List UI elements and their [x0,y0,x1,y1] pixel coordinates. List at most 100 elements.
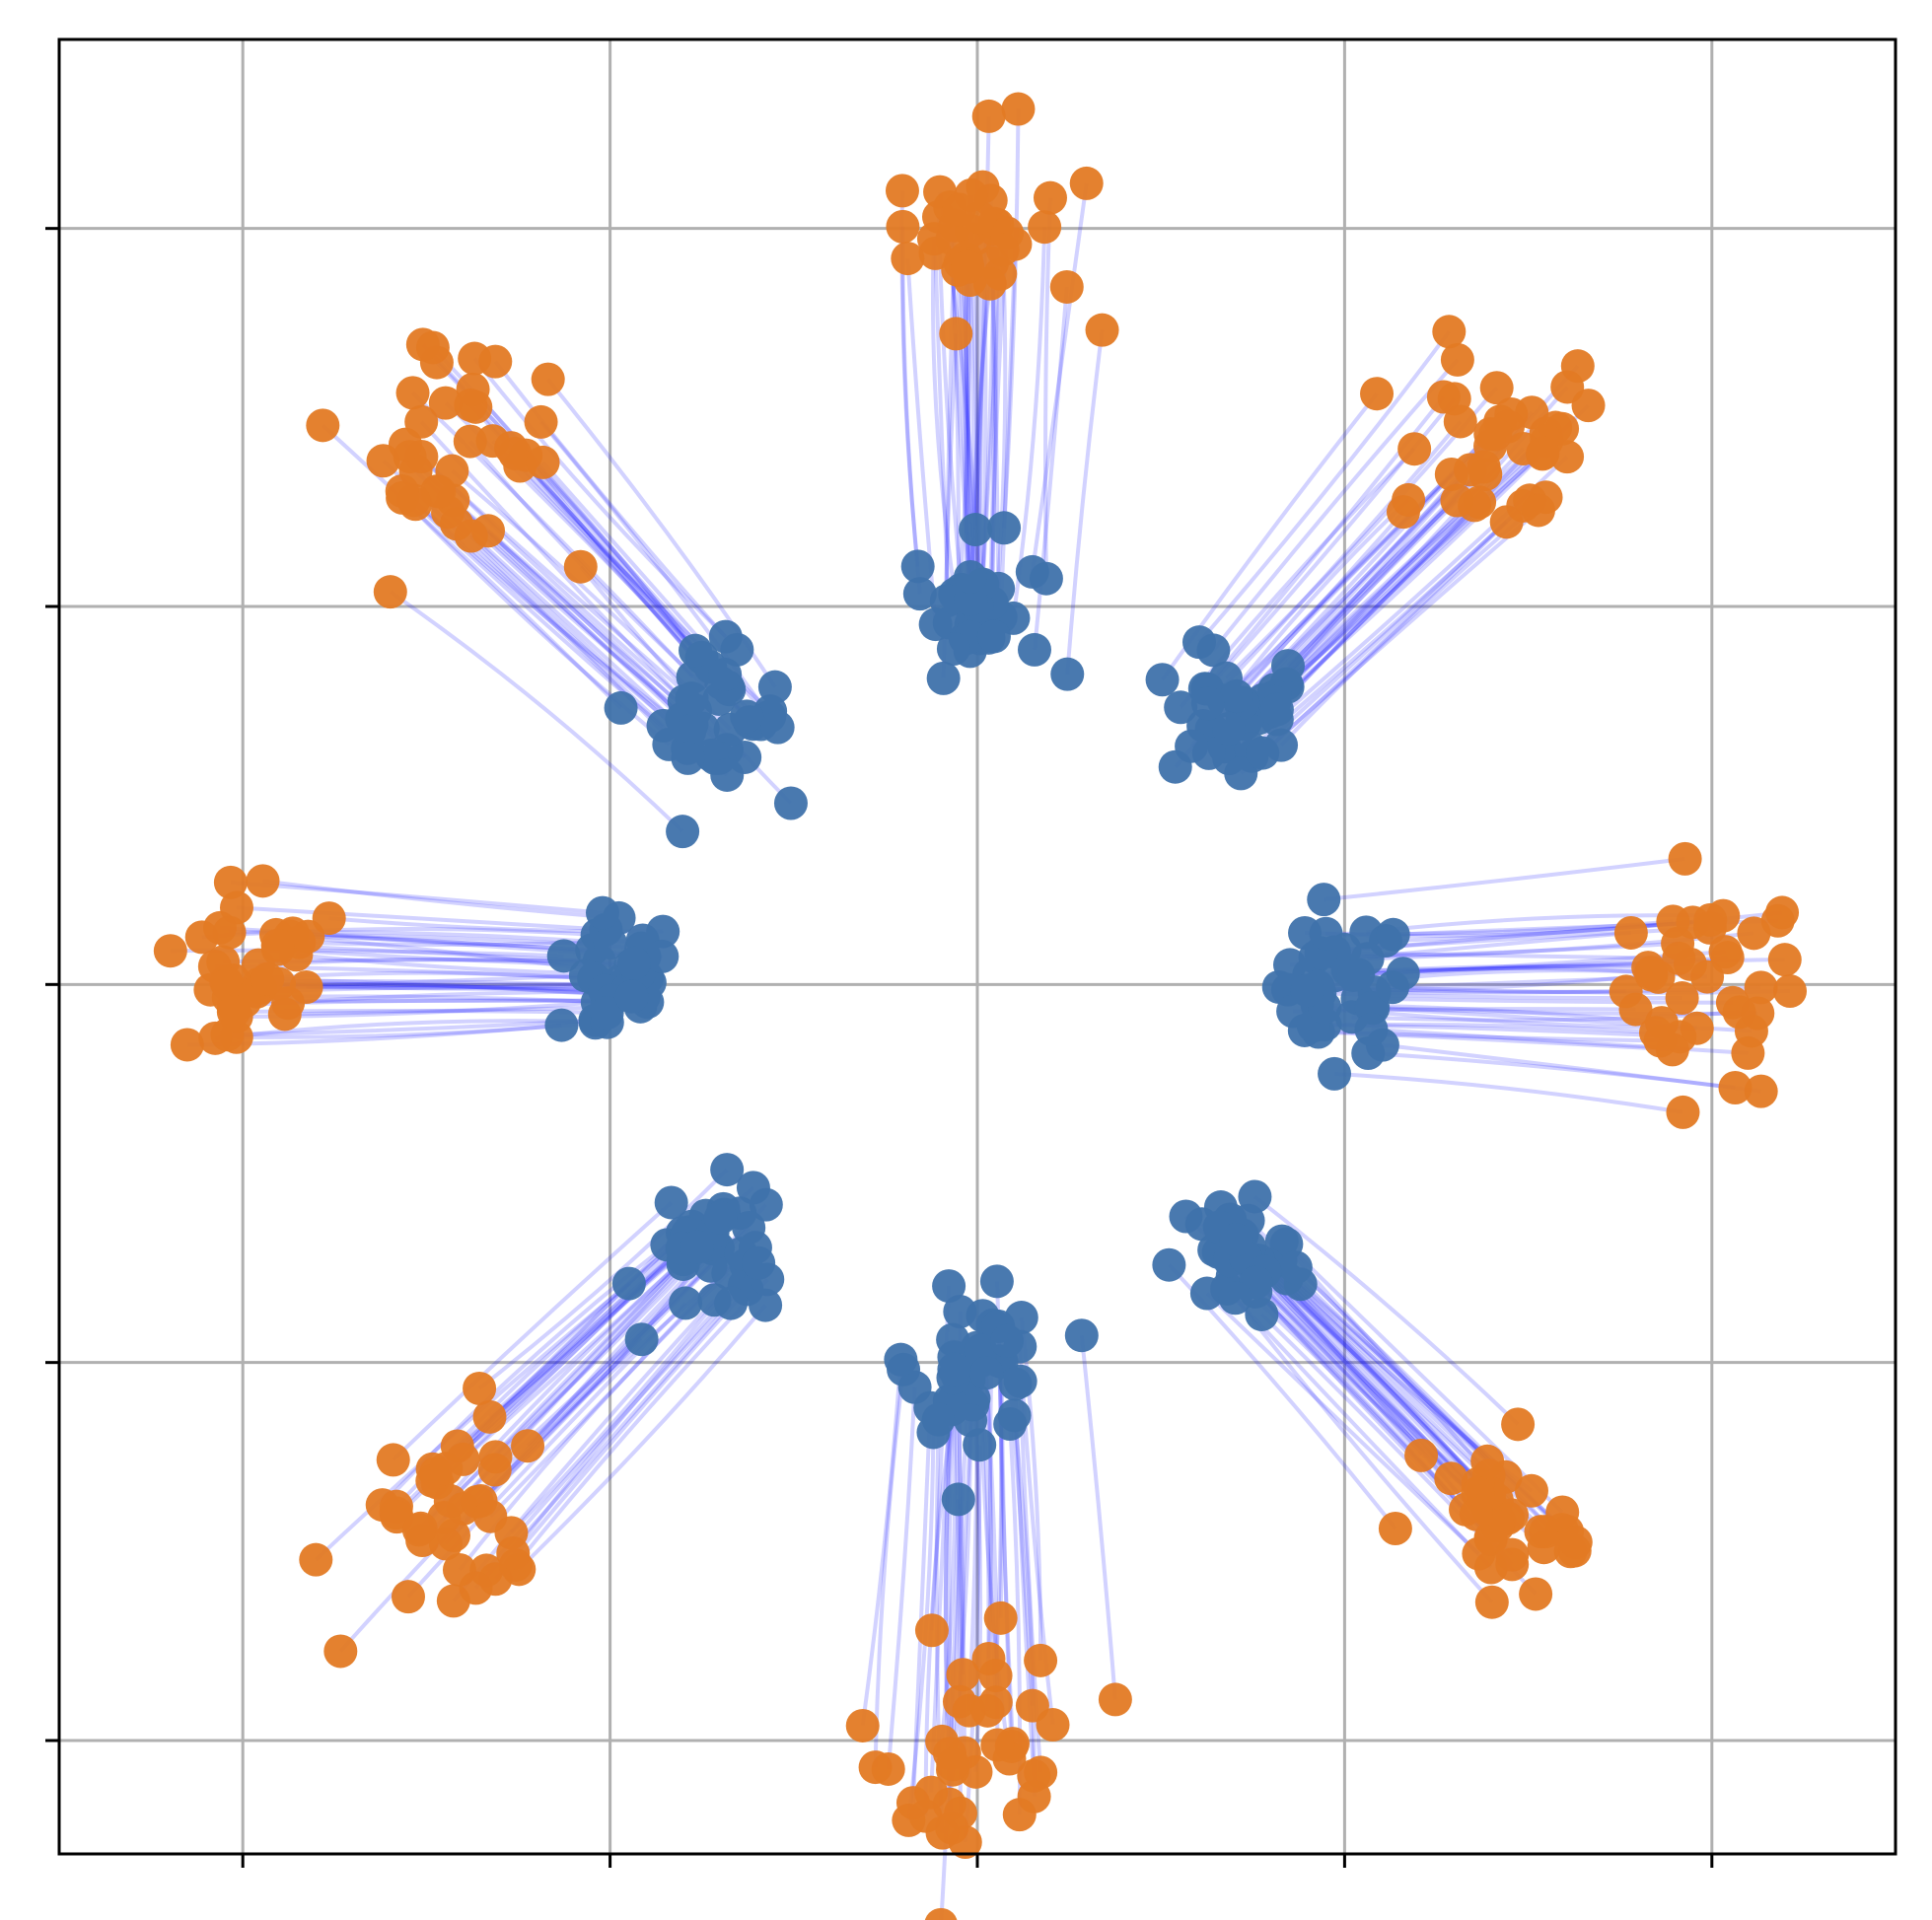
target-point [932,1787,966,1821]
target-point [1017,1758,1051,1793]
target-point [1526,436,1560,470]
target-point [511,1429,545,1463]
flow-line [1368,1051,1736,1090]
target-point [1680,1011,1714,1045]
source-point [1181,625,1216,660]
target-point [323,1634,358,1669]
flow-line [1324,856,1685,902]
source-point [1164,690,1198,725]
target-point [496,1535,531,1570]
target-point [385,473,419,508]
target-point [871,1751,905,1786]
target-point [1666,1095,1700,1129]
flow-line [1012,1415,1037,1797]
flow-line [886,1387,917,1770]
flow-line [1299,1282,1573,1553]
source-point [941,1482,975,1517]
source-point [1376,917,1410,952]
target-point [924,1907,958,1920]
target-point [1668,841,1702,876]
flow-line [933,252,952,623]
target-point [946,1658,980,1692]
target-point [1033,180,1067,215]
flow-line [201,927,598,940]
flow-line [230,880,604,915]
flow-line [1285,1277,1577,1553]
flow-line [900,226,922,595]
source-point [1175,729,1209,763]
source-point [710,757,745,792]
source-point [1259,692,1294,727]
source-point [1190,686,1225,721]
target-point [563,549,598,584]
source-point [1218,1281,1252,1316]
target-point [1501,1407,1536,1442]
source-point [586,895,620,930]
target-point [526,445,560,479]
source-point [1290,973,1324,1008]
source-point [902,577,937,611]
source-point [1169,1199,1203,1234]
source-point [926,661,961,695]
flow-line [1043,197,1052,579]
flow-line [493,1288,749,1581]
source-point [1271,649,1306,683]
source-point [675,681,709,716]
target-point [388,427,422,462]
target-point [1024,1643,1058,1677]
flow-line [1234,1297,1494,1604]
target-point [153,934,187,968]
flow-line [389,590,684,833]
target-point [475,424,510,459]
source-point [1386,957,1420,991]
source-point [998,1367,1033,1401]
target-point [1731,1035,1765,1070]
target-point [1015,1688,1049,1723]
target-point [1028,210,1062,245]
target-point [395,376,430,410]
target-point [299,1542,333,1577]
target-point [306,408,340,443]
target-point [1693,902,1728,937]
target-point [1397,432,1432,466]
flow-line [1206,420,1463,705]
target-point [951,249,985,284]
target-point [454,519,488,553]
source-point [1212,711,1247,746]
target-point [1571,389,1606,423]
target-point [1744,1074,1778,1108]
source-point [1050,657,1085,691]
target-point [1560,349,1595,384]
source-point [884,1342,918,1377]
target-point [1744,970,1778,1005]
source-point [954,1403,988,1438]
flow-line [860,1359,903,1727]
target-point [376,1443,410,1477]
source-point [593,926,627,960]
source-point [590,996,624,1031]
source-point [710,1153,745,1187]
target-point [1524,1515,1558,1549]
flow-line [1065,329,1105,675]
source-point [654,1185,688,1220]
target-point [1613,915,1648,950]
source-point [1219,1223,1253,1257]
source-point [736,1171,770,1205]
target-point [1434,1461,1468,1496]
target-point [524,404,558,439]
target-point [246,864,280,898]
target-point [391,1580,425,1614]
flow-line [910,1407,933,1804]
flow-line [1253,1194,1520,1426]
target-point [1474,1585,1509,1619]
source-point [969,1356,1004,1390]
target-point [1558,1525,1593,1559]
source-point [616,946,651,980]
source-point [666,815,700,849]
target-point [401,1513,436,1547]
flow-line [1030,182,1089,573]
target-point [891,242,925,276]
target-point [1638,1016,1673,1050]
target-point [1767,943,1802,977]
target-point [1378,1511,1412,1545]
